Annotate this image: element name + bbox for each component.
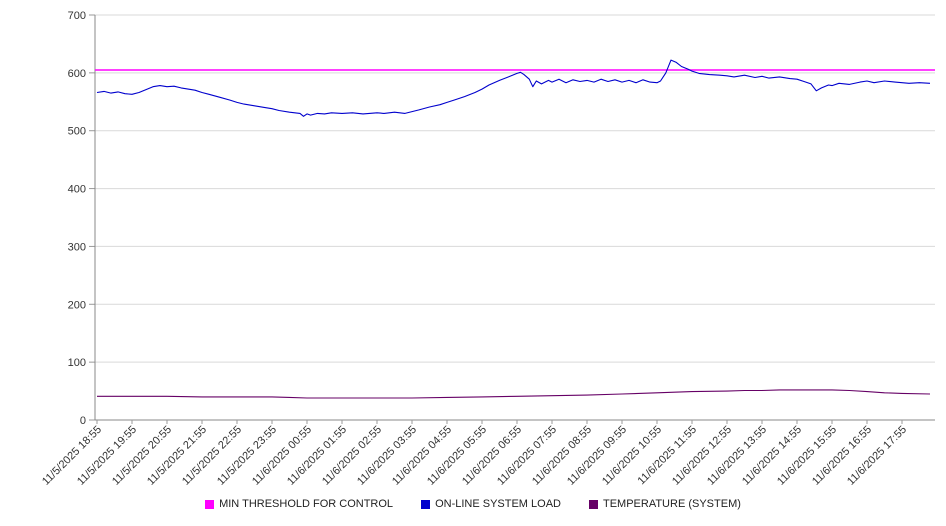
legend-swatch-icon [421,499,431,509]
x-tick-label: 11/6/2025 06:55 [460,424,524,488]
x-tick-label: 11/6/2025 10:55 [600,424,664,488]
x-tick-label: 11/5/2025 18:55 [40,424,104,488]
x-tick-label: 11/6/2025 17:55 [845,424,909,488]
x-tick-label: 11/6/2025 07:55 [495,424,559,488]
legend-item-temperature-system: TEMPERATURE (SYSTEM) [588,498,741,510]
x-tick-label: 11/6/2025 14:55 [740,424,804,488]
legend-item-min-threshold: MIN THRESHOLD FOR CONTROL [205,498,393,510]
y-tick-label: 300 [68,241,86,253]
x-tick-label: 11/6/2025 16:55 [810,424,874,488]
legend-label: ON-LINE SYSTEM LOAD [435,498,561,510]
x-tick-label: 11/5/2025 23:55 [215,424,279,488]
series-line-2 [97,389,931,399]
x-tick-label: 11/6/2025 05:55 [425,424,489,488]
x-tick-label: 11/6/2025 09:55 [565,424,629,488]
x-tick-label: 11/6/2025 04:55 [390,424,454,488]
y-tick-label: 600 [68,68,86,80]
legend-label: MIN THRESHOLD FOR CONTROL [219,498,394,510]
legend-swatch-icon [588,499,598,509]
y-tick-label: 500 [68,126,86,138]
x-tick-label: 11/6/2025 02:55 [320,424,384,488]
gridlines [95,14,935,363]
x-tick-label: 11/6/2025 03:55 [355,424,419,488]
x-tick-label: 11/5/2025 21:55 [145,424,209,488]
series-lines [95,59,935,399]
y-tick-label: 700 [68,10,86,22]
y-tick-label: 100 [68,357,86,369]
y-tick-label: 200 [68,299,86,311]
axes [94,15,935,421]
x-tick-label: 11/6/2025 15:55 [775,424,839,488]
x-tick-label: 11/6/2025 13:55 [705,424,769,488]
y-tick-label: 400 [68,184,86,196]
x-tick-label: 11/6/2025 08:55 [530,424,594,488]
x-tick-label: 11/5/2025 19:55 [75,424,139,488]
x-tick-label: 11/5/2025 22:55 [180,424,244,488]
chart-legend: MIN THRESHOLD FOR CONTROL ON-LINE SYSTEM… [0,498,946,510]
x-tick-label: 11/5/2025 20:55 [110,424,174,488]
x-tick-label: 11/6/2025 00:55 [250,424,314,488]
legend-swatch-icon [205,499,215,509]
y-axis-labels: 0 100 200 300 400 500 600 700 [68,10,95,427]
y-tick-label: 0 [80,415,86,427]
series-line-1 [96,59,931,117]
legend-label: TEMPERATURE (SYSTEM) [602,498,741,510]
x-tick-label: 11/6/2025 12:55 [670,424,734,488]
x-tick-label: 11/6/2025 01:55 [285,424,349,488]
legend-item-online-system-load: ON-LINE SYSTEM LOAD [421,498,561,510]
